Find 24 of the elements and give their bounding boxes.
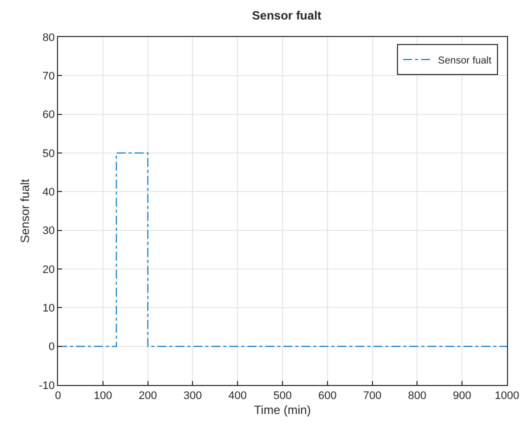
- x-tick-label: 400: [228, 390, 247, 402]
- y-tick-label: 70: [42, 70, 55, 83]
- y-tick-label: 50: [42, 148, 55, 160]
- y-tick-label: 60: [42, 109, 55, 122]
- chart-title: Sensor fualt: [252, 8, 322, 22]
- y-tick-label: -10: [38, 380, 55, 392]
- x-tick-label: 1000: [494, 390, 520, 402]
- x-tick-label: 100: [94, 390, 112, 402]
- x-tick-label: 900: [452, 390, 472, 402]
- y-tick-label: 10: [42, 302, 55, 315]
- y-tick-label: 40: [42, 186, 55, 199]
- y-tick-label: 30: [42, 225, 55, 238]
- y-axis-title: Sensor fualt: [18, 178, 32, 244]
- x-tick-label: 500: [273, 390, 292, 402]
- y-tick-label: 0: [48, 341, 55, 354]
- legend-label: Sensor fualt: [438, 55, 492, 66]
- y-tick-label: 20: [42, 264, 55, 276]
- y-tick-label: 80: [42, 32, 55, 44]
- x-tick-label: 200: [138, 390, 157, 402]
- x-tick-label: 300: [184, 390, 202, 402]
- x-tick-label: 700: [363, 390, 382, 402]
- x-axis-title: Time (min): [254, 403, 311, 418]
- x-tick-label: 600: [318, 390, 337, 402]
- x-tick-label: 800: [408, 390, 426, 402]
